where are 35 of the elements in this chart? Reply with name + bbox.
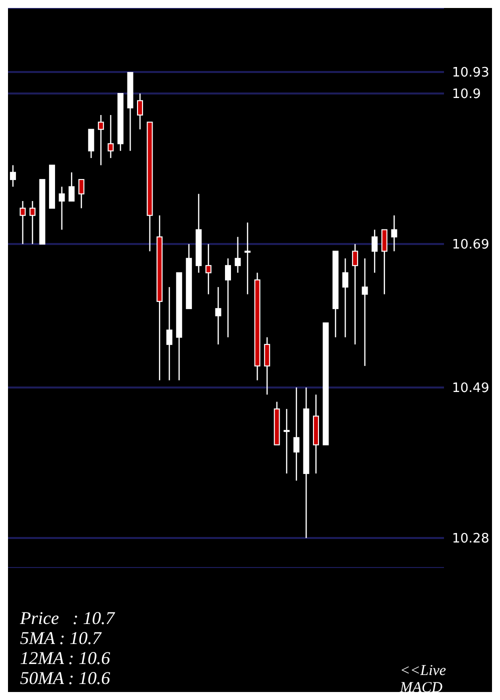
candlestick xyxy=(342,258,348,338)
candlestick xyxy=(68,172,75,202)
candlestick xyxy=(391,214,398,252)
candlestick xyxy=(29,200,36,245)
candlestick xyxy=(372,229,378,274)
candlestick xyxy=(166,286,172,381)
text: 50MA : 10.6 xyxy=(20,668,112,688)
candlestick xyxy=(381,229,388,295)
candlestick xyxy=(215,286,222,346)
candlestick xyxy=(108,114,114,159)
text: 5MA : 10.7 xyxy=(20,628,103,648)
candlestick xyxy=(293,386,300,482)
text: <<Live MACD xyxy=(400,663,448,697)
candlestick xyxy=(362,258,368,367)
text: Price : 10.7 xyxy=(20,608,114,628)
y-tick-label: 10.93 xyxy=(452,66,490,81)
candlestick xyxy=(205,243,212,295)
candlestick xyxy=(244,222,251,295)
candlestick xyxy=(98,114,104,166)
y-tick-label: 10.28 xyxy=(452,532,490,547)
candlestick xyxy=(88,128,94,159)
candlestick xyxy=(10,164,16,188)
candlestick xyxy=(284,408,290,474)
candlestick xyxy=(352,243,358,346)
candlestick xyxy=(58,186,65,230)
y-tick-label: 10.9 xyxy=(452,87,481,102)
candlestick xyxy=(224,258,231,338)
text: 12MA : 10.6 xyxy=(20,648,112,668)
candlestick xyxy=(234,236,241,274)
candlestick xyxy=(264,336,270,396)
candlestick xyxy=(78,178,84,209)
y-tick-label: 10.49 xyxy=(452,381,490,396)
y-tick-label: 10.69 xyxy=(452,238,490,253)
candlestick xyxy=(137,92,144,130)
candlestick xyxy=(20,200,26,245)
